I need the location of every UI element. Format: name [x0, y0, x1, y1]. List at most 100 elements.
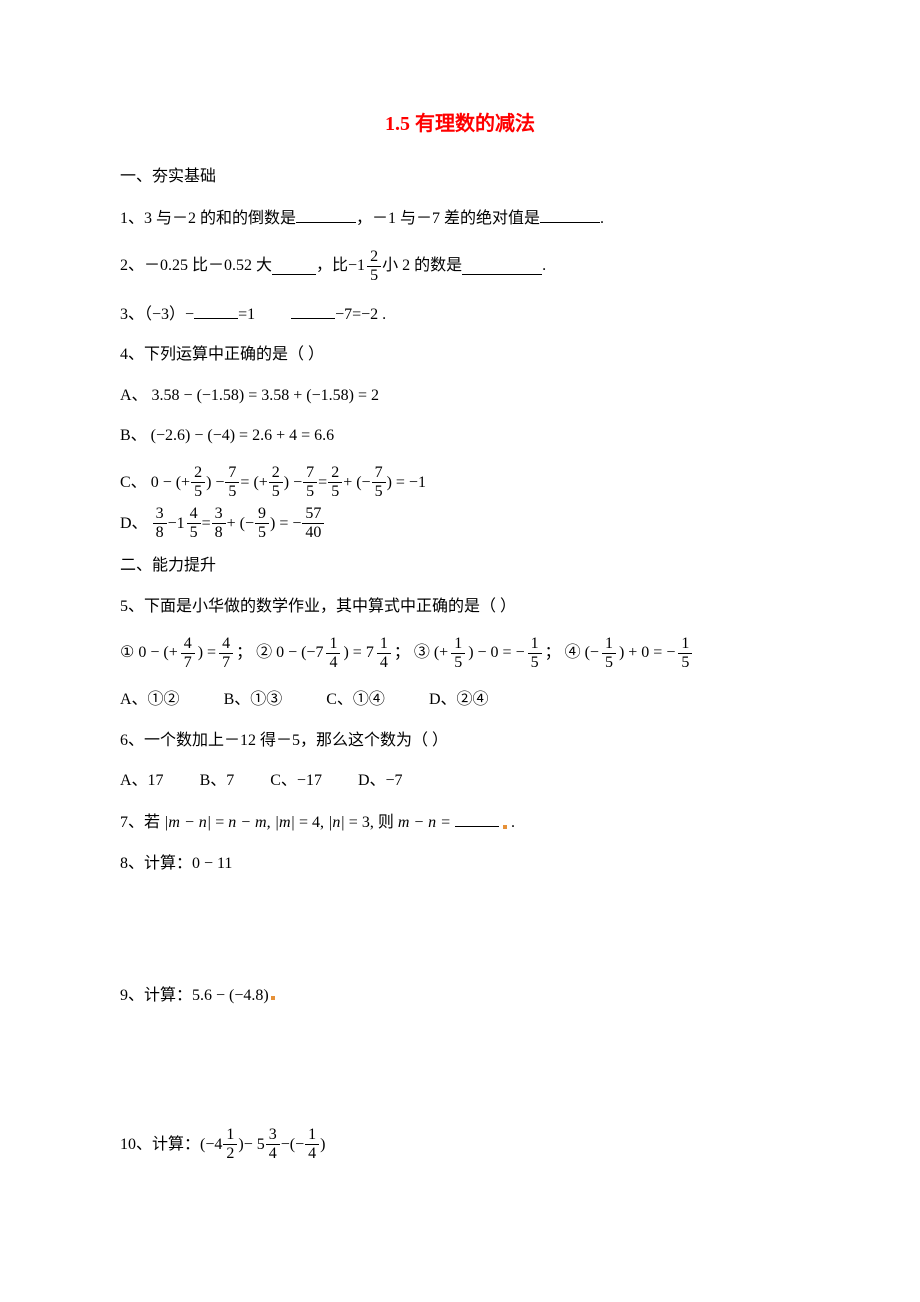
q5-e1-lead: ① 0 − (+ — [120, 642, 178, 664]
q7-blank[interactable] — [455, 810, 499, 827]
q5-e2-m: ) = 7 — [343, 642, 373, 664]
frac-d: 8 — [153, 524, 167, 541]
frac-d: 5 — [255, 524, 269, 541]
accent-dot-icon — [271, 996, 275, 1000]
frac-n: 57 — [302, 506, 324, 524]
frac-d: 5 — [372, 483, 386, 500]
mixed-whole: 1 — [177, 513, 185, 535]
frac-n: 4 — [181, 636, 195, 654]
q2-end: . — [542, 255, 546, 277]
frac-d: 2 — [223, 1145, 237, 1162]
frac-d: 5 — [602, 654, 616, 671]
q1-blank-1[interactable] — [296, 206, 356, 223]
question-8: 8、计算：0 − 11 — [120, 853, 800, 875]
frac-d: 5 — [269, 483, 283, 500]
frac-n: 7 — [303, 465, 317, 483]
frac-n: 2 — [328, 465, 342, 483]
q3-text-a2: =1 — [238, 306, 255, 323]
q3-text-a: 3、（−3）− — [120, 306, 194, 323]
q7-abs-n: n — [328, 814, 345, 831]
page-title: 1.5 有理数的减法 — [120, 110, 800, 138]
q7-eq1: = — [215, 814, 228, 831]
q10-minus1: − 5 — [244, 1134, 265, 1156]
q5-sep3: ； ④ (− — [545, 642, 599, 664]
q4-c-label: C、 — [120, 472, 147, 494]
q10-a-open: (−4 — [200, 1134, 222, 1156]
frac-n: 1 — [602, 636, 616, 654]
q7-a: 7、若 — [120, 814, 160, 831]
question-7: 7、若 m − n = n − m, m = 4, n = 3, 则 m − n… — [120, 810, 800, 834]
question-5-options: A、①② B、①③ C、①④ D、②④ — [120, 689, 800, 711]
question-1: 1、3 与－2 的和的倒数是，－1 与－7 差的绝对值是. — [120, 206, 800, 230]
q2-blank-1[interactable] — [272, 258, 316, 275]
frac-d: 4 — [377, 654, 391, 671]
q3-blank-1[interactable] — [194, 302, 238, 319]
q1-blank-2[interactable] — [540, 206, 600, 223]
q5-e3-m: ) − 0 = − — [468, 642, 524, 664]
q2-mixed-num: 2 — [367, 249, 381, 267]
frac-n: 1 — [223, 1127, 237, 1145]
q3-blank-2[interactable] — [291, 302, 335, 319]
q6-opt-b: B、7 — [200, 770, 235, 792]
frac-d: 5 — [678, 654, 692, 671]
q5-opt-c: C、①④ — [326, 689, 385, 711]
q4-c-t4: = — [318, 472, 327, 494]
q4-d-t4: ) = − — [270, 513, 301, 535]
frac-n: 4 — [187, 506, 201, 524]
question-6-stem: 6、一个数加上－12 得－5，那么这个数为（ ） — [120, 730, 800, 752]
worksheet-page: 1.5 有理数的减法 一、夯实基础 1、3 与－2 的和的倒数是，－1 与－7 … — [0, 0, 920, 1302]
q2-text-b: ，比 — [316, 255, 348, 277]
frac-d: 5 — [528, 654, 542, 671]
q5-e4-m: ) + 0 = − — [619, 642, 675, 664]
q4-d-t3: + (− — [227, 513, 254, 535]
frac-d: 7 — [181, 654, 195, 671]
q7-nr: = 3, 则 — [349, 814, 398, 831]
frac-d: 4 — [266, 1145, 280, 1162]
q7-abs-m: m — [275, 814, 295, 831]
q10-minus2: − — [281, 1134, 290, 1156]
frac-n: 2 — [269, 465, 283, 483]
frac-n: 4 — [219, 636, 233, 654]
frac-n: 1 — [377, 636, 391, 654]
q6-opt-a: A、17 — [120, 770, 164, 792]
q4-c-t2: = (+ — [240, 472, 267, 494]
q7-mr: = 4, — [299, 814, 328, 831]
question-4-stem: 4、下列运算中正确的是（ ） — [120, 344, 800, 366]
q7-nm: n − m, — [228, 814, 270, 831]
q3-text-b: −7=−2 . — [335, 306, 386, 323]
question-5-expressions: ① 0 − (+ 47 ) = 47 ； ② 0 − (−7 14 ) = 7 … — [120, 636, 800, 671]
frac-d: 8 — [212, 524, 226, 541]
q1-text-a: 1、3 与－2 的和的倒数是 — [120, 210, 296, 227]
q4-c-expr: 0 − (+ — [147, 472, 190, 494]
q6-opt-c: C、−17 — [270, 770, 322, 792]
frac-d: 7 — [219, 654, 233, 671]
q2-text-c: 小 2 的数是 — [382, 255, 462, 277]
q5-opt-a: A、①② — [120, 689, 180, 711]
frac-n: 1 — [678, 636, 692, 654]
q4-d-mixed: 1 45 — [177, 506, 202, 541]
frac-n: 1 — [528, 636, 542, 654]
q4-option-c: C、 0 − (+ 25 ) − 75 = (+ 25 ) − 75 = 25 … — [120, 465, 800, 500]
frac-d: 4 — [326, 654, 340, 671]
frac-n: 1 — [305, 1127, 319, 1145]
q2-mixed-fraction: −1 25 — [348, 249, 382, 284]
frac-d: 5 — [451, 654, 465, 671]
frac-d: 5 — [328, 483, 342, 500]
q2-blank-2[interactable] — [462, 258, 542, 275]
frac-d: 5 — [187, 524, 201, 541]
q4-c-t3: ) − — [284, 472, 302, 494]
q4-d-t1: − — [168, 513, 177, 535]
section-1-heading: 一、夯实基础 — [120, 166, 800, 188]
frac-n: 9 — [255, 506, 269, 524]
frac-d: 40 — [302, 524, 324, 541]
q10-c-close: ) — [320, 1134, 325, 1156]
frac-d: 5 — [191, 483, 205, 500]
q4-d-t2: = — [202, 513, 211, 535]
frac-n: 2 — [191, 465, 205, 483]
q4-d-label: D、 — [120, 513, 148, 535]
section-2-heading: 二、能力提升 — [120, 555, 800, 577]
accent-dot-icon — [503, 825, 507, 829]
q1-end: . — [600, 210, 604, 227]
q2-mixed-whole: −1 — [348, 255, 365, 277]
q5-e1-m: ) = — [198, 642, 216, 664]
